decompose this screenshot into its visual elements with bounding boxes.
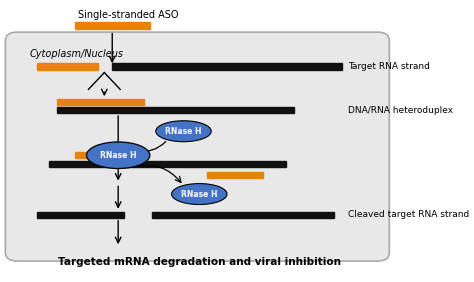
Bar <box>37 212 124 218</box>
Bar <box>49 160 286 167</box>
Text: Cytoplasm/Nucleus: Cytoplasm/Nucleus <box>29 49 123 59</box>
Bar <box>152 212 334 218</box>
Ellipse shape <box>87 142 150 169</box>
Bar <box>37 63 99 70</box>
Text: RNase H: RNase H <box>165 127 202 136</box>
Text: Single-stranded ASO: Single-stranded ASO <box>78 10 178 20</box>
Bar <box>57 107 294 113</box>
Ellipse shape <box>156 121 211 142</box>
Bar <box>74 22 150 29</box>
Bar <box>57 99 144 105</box>
Text: Cleaved target RNA strand: Cleaved target RNA strand <box>348 210 469 219</box>
Text: RNase H: RNase H <box>100 151 137 160</box>
Ellipse shape <box>172 184 227 204</box>
Bar <box>74 152 122 158</box>
Text: DNA/RNA heteroduplex: DNA/RNA heteroduplex <box>348 105 453 114</box>
Text: Target RNA strand: Target RNA strand <box>348 62 429 71</box>
Bar <box>112 63 342 70</box>
Bar <box>207 172 263 178</box>
FancyBboxPatch shape <box>5 32 389 261</box>
Text: RNase H: RNase H <box>181 190 218 199</box>
Text: Targeted mRNA degradation and viral inhibition: Targeted mRNA degradation and viral inhi… <box>58 257 341 267</box>
